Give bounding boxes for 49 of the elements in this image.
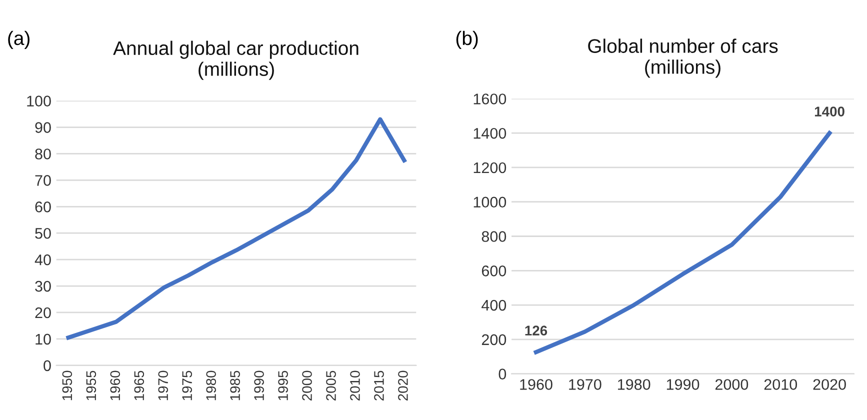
y-tick-label: 1000	[474, 196, 506, 208]
x-tick-label: 1970	[569, 379, 602, 390]
y-tick-label: 200	[482, 334, 506, 346]
x-tick-label: 1970	[158, 370, 168, 400]
x-tick-label: 2010	[350, 370, 360, 400]
chart-title: Annual global car production (millions)	[113, 40, 358, 80]
x-tick-label: 2020	[813, 379, 846, 390]
x-tick-label: 1990	[666, 379, 700, 390]
y-tick-label: 800	[482, 231, 506, 242]
x-tick-label: 1965	[134, 370, 144, 400]
y-tick-label: 90	[35, 122, 51, 133]
x-tick-label: 1950	[62, 370, 72, 400]
y-tick-label: 400	[482, 300, 506, 311]
x-tick-label: 2005	[326, 370, 336, 400]
x-tick-label: 1980	[206, 370, 216, 400]
y-tick-label: 600	[482, 266, 506, 276]
y-tick-label: 100	[27, 96, 51, 106]
x-tick-label: 2000	[302, 370, 312, 400]
x-tick-label: 1980	[618, 379, 650, 390]
y-tick-label: 70	[35, 175, 51, 186]
x-tick-label: 2000	[715, 379, 748, 390]
y-tick-label: 0	[44, 360, 51, 372]
x-tick-label: 1995	[278, 370, 288, 400]
y-tick-label: 1600	[474, 94, 506, 104]
y-tick-label: 0	[498, 368, 506, 380]
y-tick-label: 1400	[474, 128, 506, 139]
x-tick-label: 2010	[764, 379, 798, 390]
y-tick-label: 1200	[474, 162, 506, 174]
x-tick-label: 1975	[182, 370, 192, 400]
x-tick-label: 2015	[374, 370, 384, 400]
y-tick-label: 80	[35, 148, 51, 160]
y-tick-label: 60	[35, 202, 51, 212]
y-tick-label: 20	[35, 307, 51, 318]
y-tick-label: 30	[35, 280, 51, 292]
y-tick-label: 40	[34, 254, 51, 266]
x-tick-label: 1990	[254, 370, 264, 400]
text: (b)	[456, 30, 478, 49]
x-tick-label: 2020	[398, 370, 408, 400]
text: (a)	[8, 30, 30, 49]
x-tick-label: 1960	[110, 370, 120, 400]
x-tick-label: 1955	[86, 370, 96, 400]
line-series	[66, 117, 406, 340]
data-label: 126	[525, 326, 548, 336]
x-tick-label: 1960	[520, 379, 552, 390]
data-label: 1400	[814, 106, 844, 116]
chart-title: Global number of cars (millions)	[588, 38, 778, 78]
x-tick-label: 1985	[230, 370, 240, 400]
y-tick-label: 50	[35, 228, 51, 239]
y-tick-label: 10	[36, 334, 51, 345]
